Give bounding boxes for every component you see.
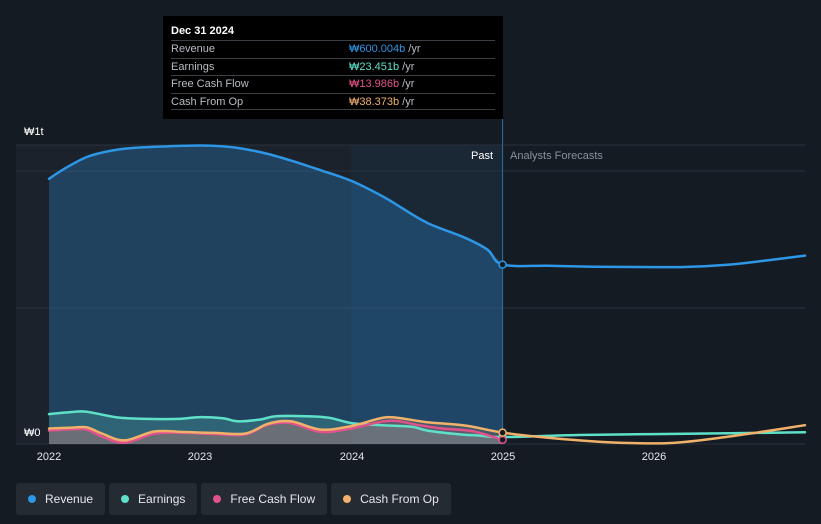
x-tick-label-2026: 2026 <box>641 451 667 463</box>
marker-cash-from-op <box>498 428 507 437</box>
tooltip-value: ₩600.004b <box>349 43 406 55</box>
plot-background <box>16 145 503 444</box>
tooltip-label: Earnings <box>171 60 215 73</box>
tooltip-value-line: ₩13.986b/yr <box>349 76 414 93</box>
hover-highlight-band <box>351 145 503 444</box>
tooltip-row-free-cash-flow: Free Cash Flow ₩13.986b/yr <box>171 75 495 93</box>
tooltip-value-line: ₩23.451b/yr <box>349 59 414 76</box>
legend-dot-icon <box>213 495 222 503</box>
tooltip-label: Revenue <box>171 43 216 55</box>
tooltip-row-cash-from-op: Cash From Op ₩38.373b/yr <box>171 92 495 111</box>
marker-free-cash-flow <box>498 435 507 445</box>
tooltip-unit: /yr <box>402 95 415 108</box>
tooltip-date: Dec 31 2024 <box>171 25 234 37</box>
legend-item-earnings[interactable]: Earnings <box>109 483 198 515</box>
past-label: Past <box>471 150 494 162</box>
legend-label: Cash From Op <box>360 492 439 506</box>
tooltip-label: Cash From Op <box>171 95 244 108</box>
tooltip-unit: /yr <box>402 60 415 73</box>
legend-label: Free Cash Flow <box>230 492 316 506</box>
tooltip-unit: /yr <box>402 78 415 90</box>
y-tick-label-top: ₩1t <box>24 126 44 138</box>
area-revenue <box>49 145 503 445</box>
legend-dot-icon <box>121 495 130 503</box>
tooltip-row-revenue: Revenue ₩600.004b/yr <box>171 40 495 58</box>
legend-label: Revenue <box>45 492 94 506</box>
legend: Revenue Earnings Free Cash Flow Cash Fro… <box>16 483 451 515</box>
tooltip-value-line: ₩600.004b/yr <box>349 41 421 58</box>
line-revenue <box>47 144 807 269</box>
x-tick-label-2022: 2022 <box>36 451 62 463</box>
forecast-label: Analysts Forecasts <box>510 150 603 162</box>
legend-item-free-cash-flow[interactable]: Free Cash Flow <box>201 483 328 515</box>
x-tick-label-2025: 2025 <box>490 451 516 463</box>
legend-item-cash-from-op[interactable]: Cash From Op <box>331 483 451 515</box>
line-cash-from-op <box>47 415 807 445</box>
series-lines <box>47 144 807 445</box>
chart-canvas <box>16 119 807 445</box>
tooltip-value: ₩13.986b <box>349 78 400 90</box>
tooltip-row-earnings: Earnings ₩23.451b/yr <box>171 57 495 76</box>
tooltip-value: ₩38.373b <box>349 95 400 108</box>
legend-dot-icon <box>28 495 36 503</box>
legend-item-revenue[interactable]: Revenue <box>16 483 106 515</box>
legend-dot-icon <box>343 495 352 503</box>
x-tick-label-2023: 2023 <box>187 451 213 463</box>
legend-label: Earnings <box>138 492 186 506</box>
tooltip: Dec 31 2024 Revenue ₩600.004b/yr Earning… <box>163 16 503 119</box>
tooltip-unit: /yr <box>408 43 421 55</box>
y-tick-label-zero: ₩0 <box>24 427 41 439</box>
tooltip-label: Free Cash Flow <box>171 78 249 90</box>
marker-revenue <box>498 260 507 269</box>
tooltip-value: ₩23.451b <box>349 60 400 73</box>
x-tick-label-2024: 2024 <box>339 451 365 463</box>
tooltip-value-line: ₩38.373b/yr <box>349 94 414 111</box>
series-markers <box>498 260 507 445</box>
area-cash-from-op <box>49 417 503 444</box>
